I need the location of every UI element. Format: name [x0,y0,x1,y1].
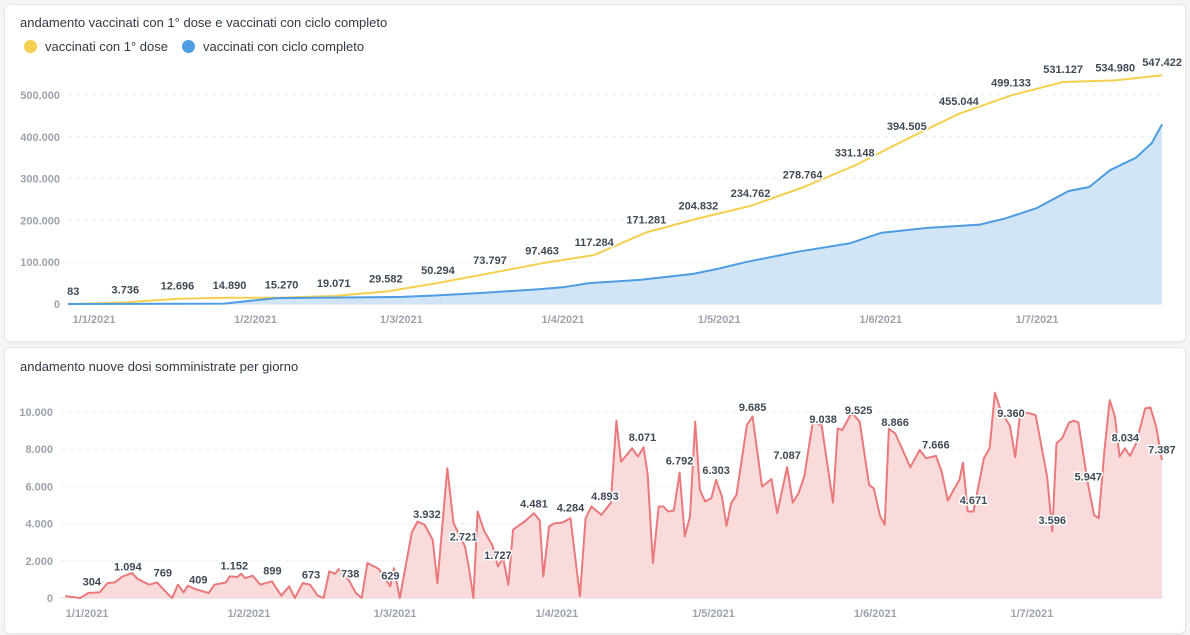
data-label: 117.284 [575,237,615,249]
data-label: 2.721 [450,531,478,543]
x-tick-label: 1/6/2021 [859,314,902,326]
x-tick-label: 1/2/2021 [234,314,277,326]
x-tick-label: 1/1/2021 [66,608,109,620]
series-area-0 [65,392,1162,598]
legend: vaccinati con 1° dose vaccinati con cicl… [24,39,378,54]
data-label: 1.152 [221,561,249,573]
data-label: 1.094 [114,562,142,574]
data-label: 4.284 [557,502,585,514]
legend-label: vaccinati con 1° dose [45,39,168,54]
y-tick-label: 8.000 [25,444,53,456]
data-label: 455.044 [939,96,980,108]
data-label: 7.387 [1148,445,1176,457]
data-label: 769 [154,568,172,580]
data-label: 4.481 [520,499,548,511]
data-label: 7.087 [773,450,801,462]
y-tick-label: 2.000 [25,556,53,568]
data-label: 5.947 [1075,471,1103,483]
y-tick-label: 400.000 [20,132,60,144]
data-label: 29.582 [369,274,403,286]
x-tick-label: 1/7/2021 [1016,314,1059,326]
y-tick-label: 6.000 [25,481,53,493]
data-label: 97.463 [525,245,559,257]
data-label: 171.281 [626,214,666,226]
series-line-0 [65,391,1163,599]
data-label: 3.736 [112,284,140,296]
data-label: 534.980 [1095,62,1135,74]
x-tick-label: 1/3/2021 [380,314,423,326]
data-label: 8.071 [629,432,657,444]
data-label: 3.932 [413,509,441,521]
chart-title-daily-doses: andamento nuove dosi somministrate per g… [20,359,299,374]
data-label: 83 [67,286,79,298]
y-tick-label: 10.000 [19,407,53,419]
data-label: 3.596 [1039,515,1067,527]
y-tick-label: 4.000 [25,519,53,531]
data-label: 8.866 [881,417,909,429]
data-label: 19.071 [317,278,351,290]
y-tick-label: 100.000 [20,257,60,269]
legend-item-full-cycle[interactable]: vaccinati con ciclo completo [182,39,364,54]
y-tick-label: 500.000 [20,90,60,102]
data-label: 73.797 [473,255,507,267]
x-tick-label: 1/3/2021 [374,608,417,620]
data-label: 499.133 [991,77,1031,89]
data-label: 6.303 [702,465,730,477]
data-label: 12.696 [161,281,195,293]
x-tick-label: 1/7/2021 [1011,608,1054,620]
data-label: 409 [189,574,207,586]
data-label: 394.505 [887,121,927,133]
x-tick-label: 1/6/2021 [854,608,897,620]
data-label: 4.893 [591,491,619,503]
x-tick-label: 1/5/2021 [698,314,741,326]
x-tick-label: 1/4/2021 [535,608,578,620]
x-tick-label: 1/4/2021 [542,314,585,326]
y-tick-label: 0 [47,593,53,605]
y-tick-label: 200.000 [20,215,60,227]
data-label: 899 [263,565,281,577]
data-label: 531.127 [1043,64,1083,76]
data-label: 7.666 [922,439,950,451]
x-tick-label: 1/5/2021 [692,608,735,620]
x-tick-label: 1/2/2021 [228,608,271,620]
data-label: 738 [341,568,359,580]
data-label: 547.422 [1142,57,1182,69]
data-label: 331.148 [835,148,875,160]
data-label: 9.525 [845,405,873,417]
data-label: 1.727 [484,550,512,562]
data-label: 9.360 [997,408,1025,420]
legend-label: vaccinati con ciclo completo [203,39,365,54]
data-label: 204.832 [679,200,719,212]
data-label: 4.671 [960,495,988,507]
yellow-dot-icon [24,40,37,53]
y-tick-label: 0 [54,299,60,311]
data-label: 15.270 [265,280,299,292]
data-label: 14.890 [213,280,247,292]
data-label: 234.762 [731,188,771,200]
data-label: 673 [302,569,320,581]
data-label: 50.294 [421,265,456,277]
series-area-1 [68,124,1163,304]
blue-dot-icon [182,40,195,53]
series-line-0 [68,74,1163,305]
data-label: 8.034 [1112,433,1140,445]
data-label: 278.764 [783,169,824,181]
data-label: 304 [83,576,102,588]
x-tick-label: 1/1/2021 [73,314,116,326]
data-label: 9.685 [739,402,767,414]
y-tick-label: 300.000 [20,174,60,186]
legend-item-first-dose[interactable]: vaccinati con 1° dose [24,39,168,54]
chart-title-vaccinated: andamento vaccinati con 1° dose e vaccin… [20,15,388,30]
data-label: 629 [381,570,399,582]
series-line-1 [67,123,1163,305]
data-label: 9.038 [809,414,837,426]
data-label: 6.792 [666,456,694,468]
